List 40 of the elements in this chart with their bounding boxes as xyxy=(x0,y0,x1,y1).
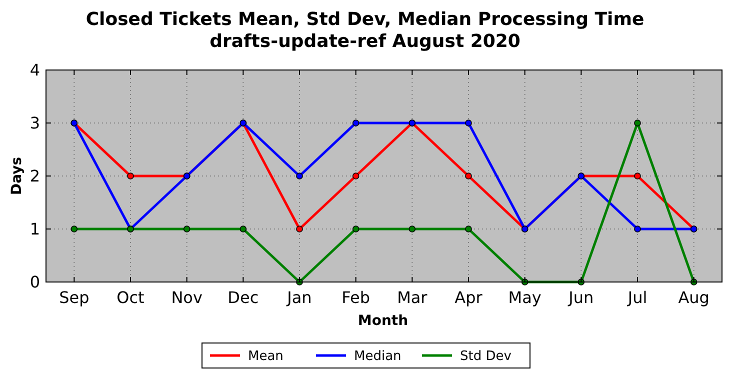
y-tick-label: 4 xyxy=(30,60,40,80)
point xyxy=(127,172,134,180)
point xyxy=(408,226,416,232)
point xyxy=(296,226,303,232)
legend-label: Median xyxy=(354,349,402,364)
point xyxy=(465,172,472,180)
x-tick-label: Oct xyxy=(116,288,144,307)
y-tick-label: 2 xyxy=(30,166,40,186)
legend-label: Std Dev xyxy=(460,349,512,364)
x-tick-label: Nov xyxy=(171,288,202,307)
point xyxy=(183,226,190,232)
x-tick-label: Feb xyxy=(342,288,370,307)
x-tick-label: Apr xyxy=(454,288,483,307)
x-tick-label: Jun xyxy=(568,288,594,307)
x-tick-label: Jan xyxy=(286,288,312,307)
x-tick-label: Aug xyxy=(678,288,710,307)
x-tick-label: May xyxy=(508,288,542,307)
x-tick-label: Jul xyxy=(626,288,648,307)
y-tick-label: 1 xyxy=(30,220,40,239)
point xyxy=(352,120,360,126)
point xyxy=(634,226,641,232)
point xyxy=(240,226,247,232)
point xyxy=(465,226,472,232)
chart-subtitle: drafts-update-ref August 2020 xyxy=(210,31,520,52)
x-tick-label: Dec xyxy=(228,288,259,307)
point xyxy=(634,172,641,180)
y-tick-label: 0 xyxy=(30,272,40,292)
point xyxy=(352,226,360,232)
point xyxy=(352,172,360,180)
point xyxy=(296,172,303,180)
x-tick-label: Mar xyxy=(397,288,428,307)
y-axis-title: Days xyxy=(9,156,25,196)
legend-label: Mean xyxy=(248,349,284,364)
point xyxy=(465,120,472,126)
point xyxy=(634,120,641,126)
x-tick-label: Sep xyxy=(59,288,90,307)
chart-title: Closed Tickets Mean, Std Dev, Median Processing Time xyxy=(86,9,644,30)
y-tick-label: 3 xyxy=(30,114,40,133)
point xyxy=(70,226,78,232)
x-axis-title: Month xyxy=(358,313,408,329)
